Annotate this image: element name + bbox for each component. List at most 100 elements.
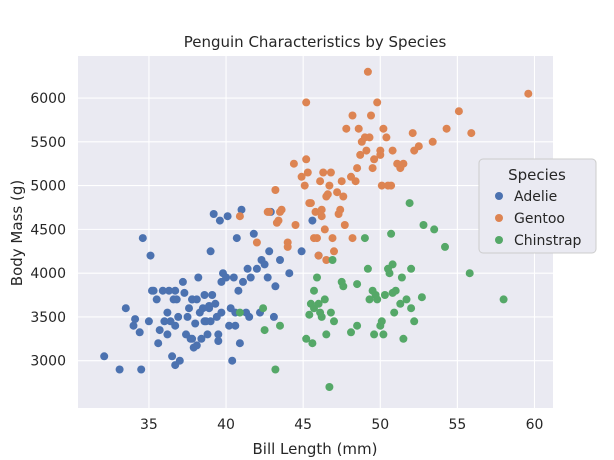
data-point-adelie xyxy=(209,210,218,218)
data-point-gentoo xyxy=(379,124,388,133)
data-point-adelie xyxy=(135,328,144,337)
data-point-gentoo xyxy=(388,146,397,155)
data-point-gentoo xyxy=(342,124,351,133)
data-point-chinstrap xyxy=(271,365,280,374)
data-point-gentoo xyxy=(524,89,533,98)
data-point-gentoo xyxy=(330,247,338,256)
legend: Species Adelie Gentoo Chinstrap xyxy=(478,158,597,254)
legend-item-chinstrap: Chinstrap xyxy=(495,233,582,249)
data-point-gentoo xyxy=(297,172,306,181)
data-point-gentoo xyxy=(337,177,346,186)
data-point-gentoo xyxy=(289,159,298,168)
legend-marker-gentoo xyxy=(495,214,503,222)
data-point-adelie xyxy=(225,321,234,330)
data-point-gentoo xyxy=(382,133,391,142)
data-point-gentoo xyxy=(467,129,476,138)
data-point-chinstrap xyxy=(390,308,399,317)
data-point-chinstrap xyxy=(320,295,329,304)
legend-title: Species xyxy=(508,166,566,184)
chart-title: Penguin Characteristics by Species xyxy=(184,33,447,51)
data-point-adelie xyxy=(245,312,254,321)
data-point-chinstrap xyxy=(302,334,311,343)
data-point-adelie xyxy=(200,291,209,299)
data-point-adelie xyxy=(228,356,237,365)
x-tick-label: 45 xyxy=(294,417,312,433)
data-point-adelie xyxy=(211,299,220,308)
data-point-chinstrap xyxy=(430,225,439,234)
data-point-adelie xyxy=(229,273,238,282)
data-point-adelie xyxy=(129,321,138,330)
data-point-adelie xyxy=(180,288,189,297)
data-point-gentoo xyxy=(326,168,335,177)
data-point-adelie xyxy=(249,229,258,238)
data-point-chinstrap xyxy=(385,269,394,278)
data-point-adelie xyxy=(217,308,226,317)
data-point-chinstrap xyxy=(417,293,426,302)
data-point-gentoo xyxy=(317,212,326,221)
data-point-adelie xyxy=(121,304,130,313)
data-point-chinstrap xyxy=(407,304,416,313)
data-point-adelie xyxy=(163,308,172,317)
data-point-adelie xyxy=(271,282,280,291)
data-points xyxy=(100,67,533,391)
data-point-chinstrap xyxy=(339,282,348,291)
data-point-gentoo xyxy=(302,155,311,164)
tick-labels: 35 40 45 50 55 60 3000 3500 4000 4500 5000 5500 6000 xyxy=(30,91,543,433)
y-axis-label: Body Mass (g) xyxy=(8,180,26,286)
data-point-adelie xyxy=(171,321,180,330)
y-tick-label: 4500 xyxy=(30,222,66,238)
data-point-adelie xyxy=(146,251,155,260)
data-point-gentoo xyxy=(322,256,331,264)
data-point-gentoo xyxy=(340,221,349,229)
data-point-gentoo xyxy=(399,159,408,168)
data-point-gentoo xyxy=(442,124,451,133)
data-point-gentoo xyxy=(306,199,315,208)
series-chinstrap xyxy=(235,199,508,391)
data-point-gentoo xyxy=(333,188,342,197)
legend-marker-chinstrap xyxy=(495,236,503,244)
data-point-adelie xyxy=(137,365,146,374)
x-tick-label: 40 xyxy=(217,417,235,433)
data-point-chinstrap xyxy=(370,330,379,339)
data-point-chinstrap xyxy=(353,280,362,289)
data-point-gentoo xyxy=(428,137,437,146)
data-point-chinstrap xyxy=(360,234,369,243)
data-point-chinstrap xyxy=(407,264,416,273)
data-point-adelie xyxy=(234,286,243,295)
data-point-adelie xyxy=(200,317,209,326)
y-tick-label: 6000 xyxy=(30,91,66,107)
data-point-chinstrap xyxy=(317,312,326,321)
data-point-adelie xyxy=(152,295,161,304)
data-point-gentoo xyxy=(336,205,345,214)
data-point-adelie xyxy=(171,361,180,370)
data-point-gentoo xyxy=(277,205,286,214)
data-point-adelie xyxy=(165,286,173,295)
plot-area xyxy=(78,56,553,408)
data-point-chinstrap xyxy=(377,317,386,326)
data-point-gentoo xyxy=(367,111,375,120)
data-point-chinstrap xyxy=(397,273,406,282)
data-point-adelie xyxy=(269,312,278,321)
data-point-gentoo xyxy=(387,181,396,190)
data-point-adelie xyxy=(237,205,246,214)
data-point-chinstrap xyxy=(363,264,372,273)
data-point-gentoo xyxy=(408,129,417,138)
data-point-adelie xyxy=(188,334,197,343)
data-point-chinstrap xyxy=(499,295,508,304)
data-point-gentoo xyxy=(314,251,323,260)
y-tick-label: 5500 xyxy=(30,135,66,151)
data-point-chinstrap xyxy=(396,299,405,308)
data-point-chinstrap xyxy=(308,339,317,348)
data-point-adelie xyxy=(232,234,241,243)
data-point-adelie xyxy=(192,341,201,350)
data-point-chinstrap xyxy=(235,308,244,317)
data-point-chinstrap xyxy=(328,256,337,264)
data-point-adelie xyxy=(205,302,214,310)
data-point-chinstrap xyxy=(322,330,331,339)
data-point-gentoo xyxy=(291,221,300,229)
data-point-chinstrap xyxy=(310,304,318,313)
data-point-adelie xyxy=(252,264,261,273)
data-point-adelie xyxy=(131,315,140,324)
data-point-gentoo xyxy=(271,186,280,194)
data-point-gentoo xyxy=(313,234,321,243)
